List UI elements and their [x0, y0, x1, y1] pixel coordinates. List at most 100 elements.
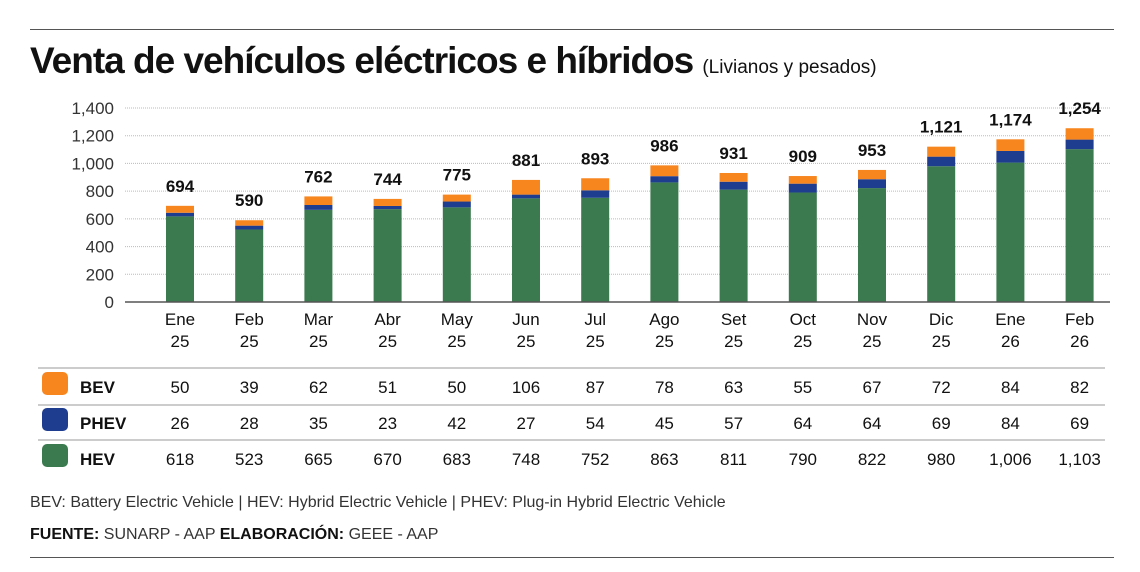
- legend-swatch-bev: [42, 372, 68, 395]
- x-tick-month: Mar: [304, 310, 334, 329]
- x-tick-year: 25: [171, 332, 190, 351]
- chart-subtitle: (Livianos y pesados): [702, 57, 877, 78]
- bar-segment-hev: [442, 207, 471, 302]
- table-cell: 1,006: [989, 450, 1032, 469]
- table-cell: 84: [1001, 378, 1020, 397]
- source-value: SUNARP - AAP: [103, 526, 216, 543]
- bar-segment-bev: [235, 220, 264, 226]
- y-tick-label: 600: [86, 210, 114, 229]
- x-tick-month: Oct: [790, 310, 817, 329]
- legend-swatch-hev: [42, 444, 68, 467]
- table-cell: 35: [309, 414, 328, 433]
- legend-swatch-phev: [42, 408, 68, 431]
- bar-segment-bev: [581, 178, 610, 191]
- table-cell: 50: [447, 378, 466, 397]
- bar-segment-bev: [442, 194, 471, 202]
- bar-segment-bev: [996, 139, 1025, 151]
- bar-segment-hev: [788, 192, 817, 302]
- bar-segment-hev: [719, 189, 748, 302]
- x-tick-year: 25: [586, 332, 605, 351]
- table-cell: 683: [443, 450, 471, 469]
- y-tick-label: 400: [86, 238, 114, 257]
- bar-segment-phev: [166, 212, 194, 217]
- table-cell: 64: [863, 414, 882, 433]
- table-cell: 62: [309, 378, 328, 397]
- table-cell: 64: [793, 414, 812, 433]
- table-cell: 863: [650, 450, 678, 469]
- table-cell: 63: [724, 378, 743, 397]
- total-label: 931: [719, 144, 747, 163]
- x-tick-year: 26: [1001, 332, 1020, 351]
- total-label: 881: [512, 151, 540, 170]
- table-cell: 822: [858, 450, 886, 469]
- total-label: 590: [235, 191, 263, 210]
- bar-segment-bev: [512, 179, 540, 195]
- chart-title-block: Venta de vehículos eléctricos e híbridos…: [30, 40, 877, 82]
- x-tick-month: Jul: [584, 310, 606, 329]
- table-cell: 54: [586, 414, 605, 433]
- total-label: 775: [443, 166, 471, 185]
- table-cell: 84: [1001, 414, 1020, 433]
- bar-segment-hev: [1065, 149, 1094, 302]
- total-label: 1,174: [989, 110, 1032, 129]
- table-cell: 980: [927, 450, 955, 469]
- x-tick-month: Ene: [165, 310, 195, 329]
- bar-segment-phev: [304, 205, 333, 210]
- table-cell: 28: [240, 414, 259, 433]
- bar-segment-bev: [927, 146, 956, 157]
- x-tick-month: Ago: [649, 310, 679, 329]
- table-cell: 26: [171, 414, 190, 433]
- total-label: 909: [789, 147, 817, 166]
- bar-segment-hev: [650, 182, 679, 302]
- table-cell: 72: [932, 378, 951, 397]
- legend-label-hev: HEV: [80, 450, 116, 469]
- bar-segment-phev: [235, 225, 264, 230]
- x-tick-month: Set: [721, 310, 747, 329]
- x-tick-year: 25: [447, 332, 466, 351]
- bar-segment-hev: [304, 209, 333, 302]
- bar-segment-phev: [581, 190, 610, 198]
- x-tick-year: 25: [378, 332, 397, 351]
- legend-label-bev: BEV: [80, 378, 116, 397]
- table-cell: 45: [655, 414, 674, 433]
- table-cell: 69: [1070, 414, 1089, 433]
- x-tick-year: 26: [1070, 332, 1089, 351]
- bar-segment-bev: [858, 169, 886, 180]
- table-cell: 670: [373, 450, 401, 469]
- chart-title: Venta de vehículos eléctricos e híbridos: [30, 40, 694, 81]
- table-cell: 42: [447, 414, 466, 433]
- total-label: 953: [858, 141, 886, 160]
- table-cell: 78: [655, 378, 674, 397]
- x-tick-month: Nov: [857, 310, 888, 329]
- x-tick-month: Dic: [929, 310, 954, 329]
- table-cell: 55: [793, 378, 812, 397]
- x-tick-year: 25: [655, 332, 674, 351]
- y-tick-label: 1,200: [71, 127, 114, 146]
- table-cell: 57: [724, 414, 743, 433]
- x-tick-year: 25: [793, 332, 812, 351]
- total-label: 694: [166, 177, 195, 196]
- bar-segment-hev: [927, 166, 956, 302]
- bar-segment-hev: [166, 216, 194, 302]
- y-tick-label: 1,400: [71, 99, 114, 118]
- table-cell: 23: [378, 414, 397, 433]
- table-cell: 106: [512, 378, 540, 397]
- table-cell: 27: [517, 414, 536, 433]
- stacked-bar-chart: 0 200 400 600 800 1,000 1,200 1,400 694 Ene 25 590 F…: [38, 99, 1110, 469]
- table-cell: 523: [235, 450, 263, 469]
- bar-segment-phev: [1065, 139, 1094, 150]
- bar-segment-phev: [788, 183, 817, 193]
- bar-segment-hev: [858, 188, 886, 302]
- bar-segment-bev: [788, 176, 817, 184]
- table-cell: 790: [789, 450, 817, 469]
- table-cell: 69: [932, 414, 951, 433]
- table-cell: 748: [512, 450, 540, 469]
- bar-segment-bev: [166, 205, 194, 213]
- elaboration-label: ELABORACIÓN:: [219, 526, 345, 543]
- total-label: 744: [373, 170, 402, 189]
- bar-segment-phev: [442, 201, 471, 208]
- x-tick-year: 25: [932, 332, 951, 351]
- x-tick-month: Abr: [374, 310, 401, 329]
- table-cell: 51: [378, 378, 397, 397]
